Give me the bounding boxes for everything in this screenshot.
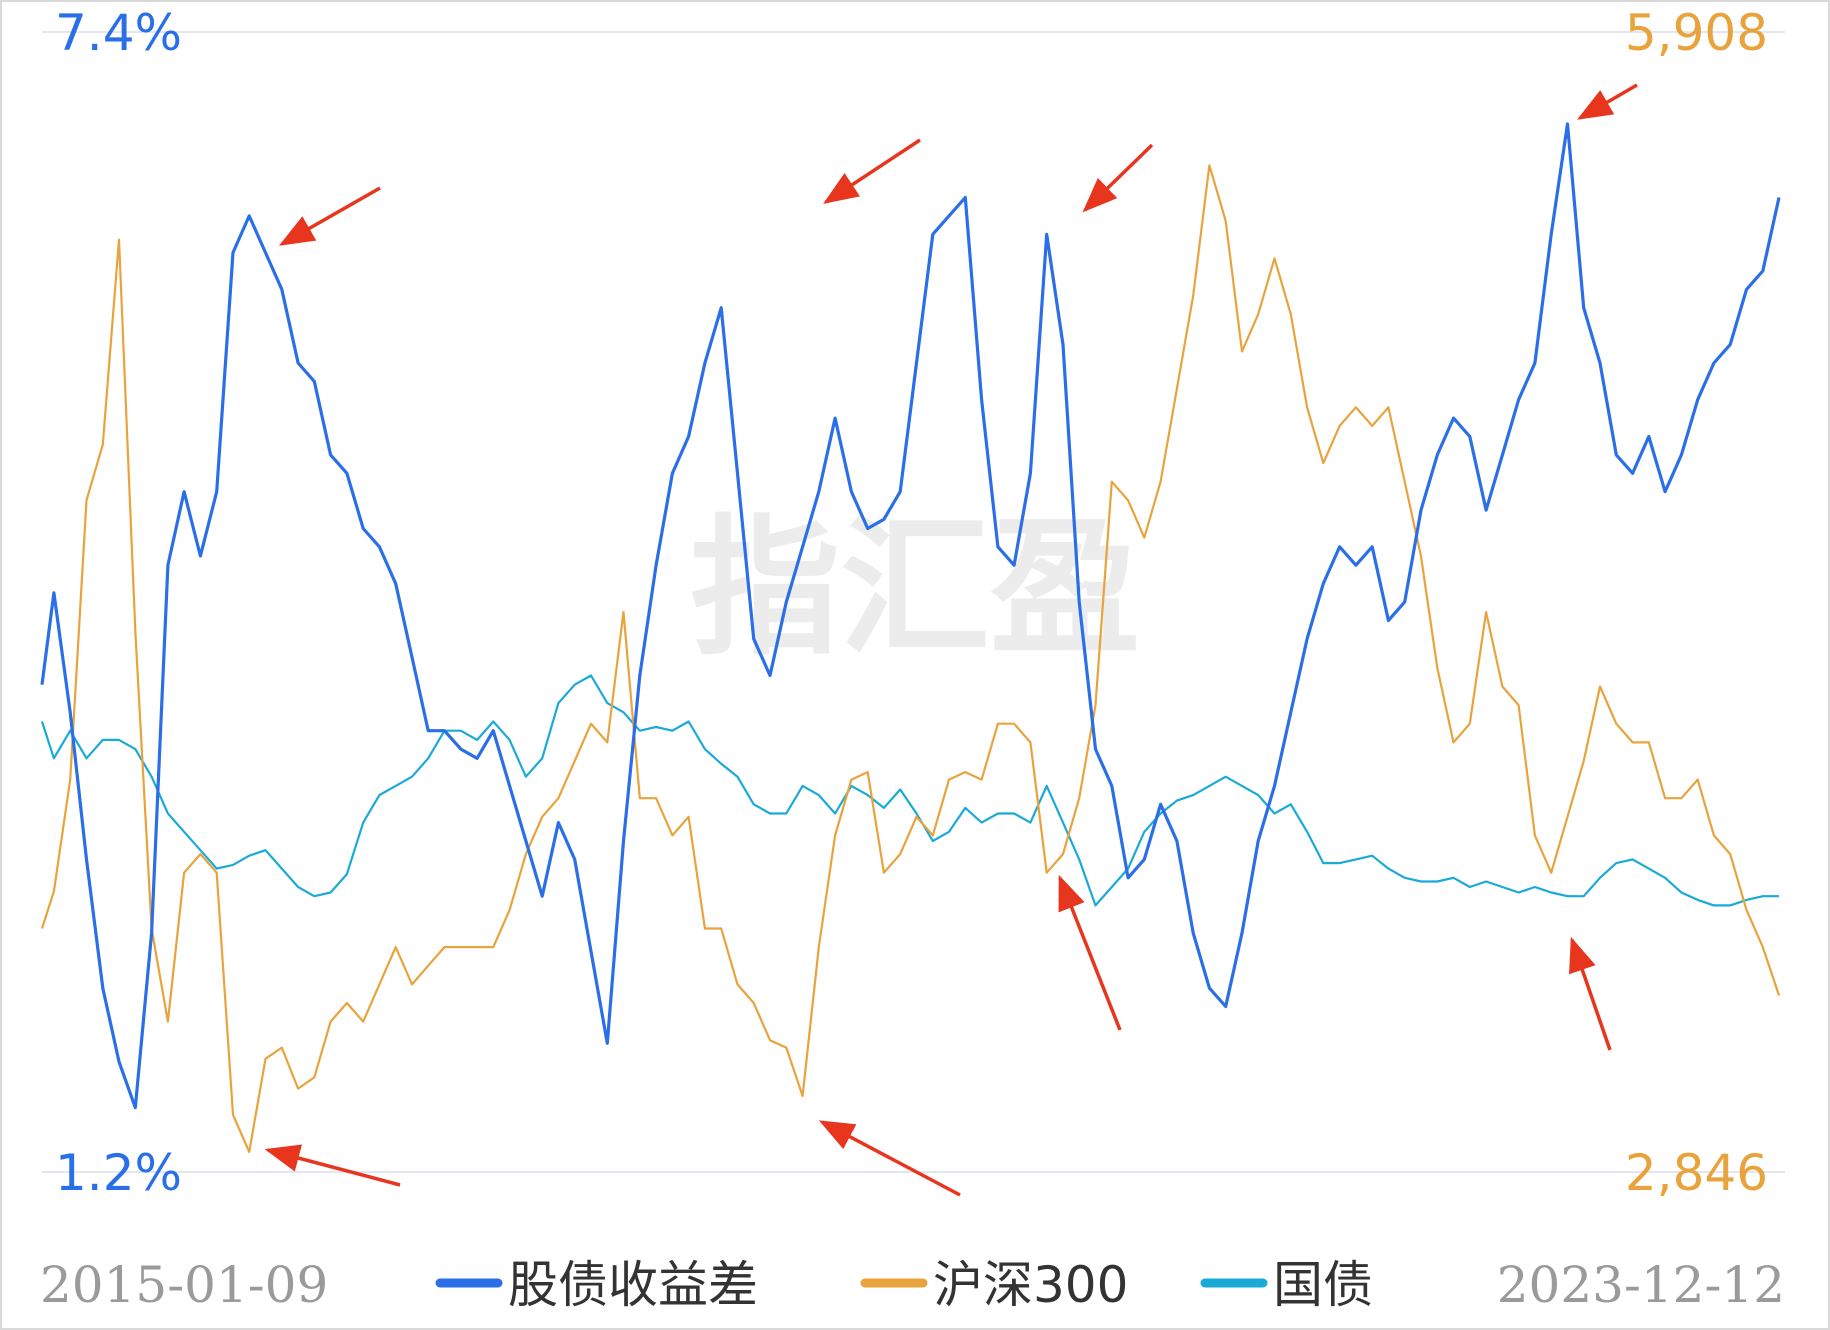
annotation-arrow-7 [1058,874,1122,1031]
annotation-arrow-3 [1082,143,1154,213]
legend-label-hs300: 沪深300 [933,1256,1128,1314]
annotation-arrow-6 [818,1120,961,1197]
right-axis-max-label: 5,908 [1625,4,1768,62]
legend-label-treasury: 国债 [1273,1256,1373,1314]
series-line-treasury [40,674,1779,907]
left-axis-max-label: 7.4% [55,4,182,62]
legend-item-treasury[interactable]: 国债 [1200,1256,1373,1314]
right-axis-min-label: 2,846 [1625,1144,1768,1202]
watermark-text: 指汇盈 [690,502,1140,676]
legend: 股债收益差 沪深300 国债 [435,1256,1373,1314]
series-line-spread [40,122,1781,1110]
annotation-arrow-2 [823,138,921,204]
annotation-arrow-8 [1569,936,1612,1051]
legend-item-hs300[interactable]: 沪深300 [860,1256,1128,1314]
x-axis-end-date: 2023-12-12 [1497,1256,1785,1314]
annotation-arrow-5 [264,1144,401,1187]
series-line-hs300 [40,164,1781,1153]
series-layer [40,122,1781,1153]
annotation-arrow-4 [1576,83,1638,120]
x-axis-start-date: 2015-01-09 [40,1256,328,1314]
left-axis-min-label: 1.2% [55,1144,182,1202]
legend-item-spread[interactable]: 股债收益差 [435,1256,758,1314]
annotation-arrow-1 [278,186,381,246]
annotation-arrows [264,83,1638,1197]
legend-label-spread: 股债收益差 [508,1256,758,1314]
